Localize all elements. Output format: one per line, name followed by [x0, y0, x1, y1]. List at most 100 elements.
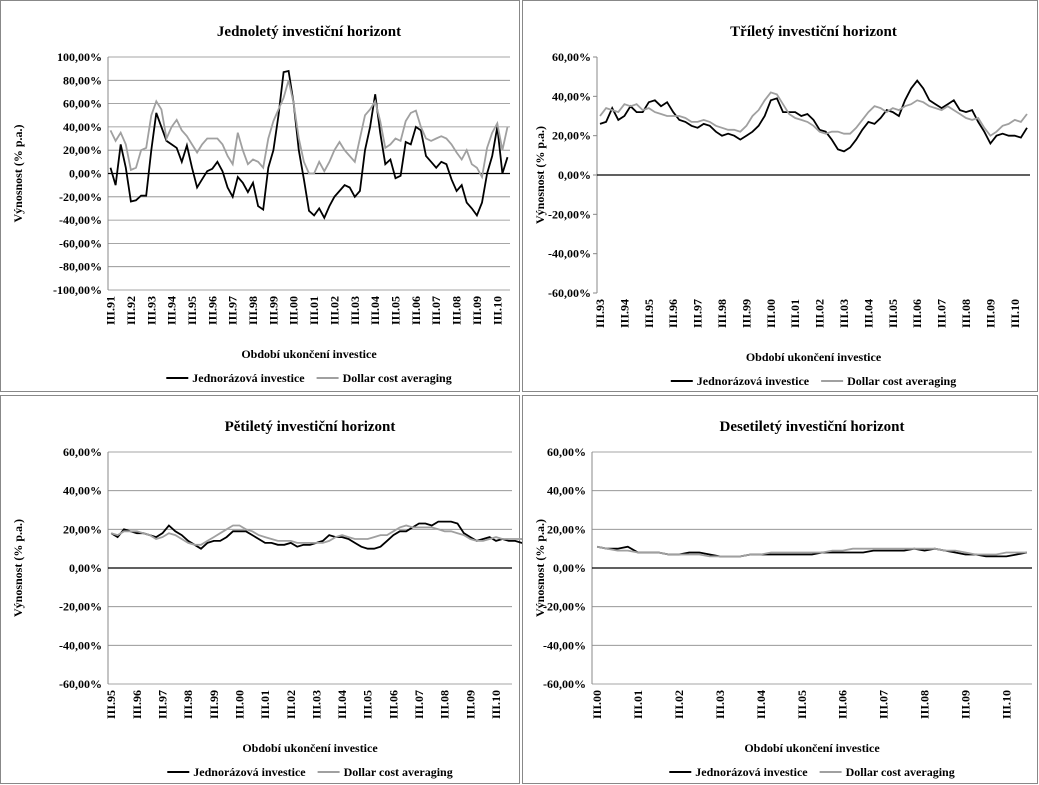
- series-line: [110, 524, 535, 546]
- x-tick-label: III.08: [959, 299, 973, 328]
- x-tick-label: III.96: [666, 299, 680, 328]
- x-axis-title: Období ukončení investice: [744, 741, 880, 755]
- x-tick-label: III.99: [739, 299, 753, 328]
- panel-frame: [0, 0, 520, 392]
- y-tick-label: 100,00%: [57, 50, 102, 64]
- x-tick-label: III.93: [144, 296, 158, 325]
- legend-label: Dollar cost averaging: [847, 374, 956, 388]
- x-tick-label: III.99: [207, 690, 221, 719]
- x-tick-label: III.91: [104, 296, 118, 325]
- x-tick-label: III.02: [813, 299, 827, 328]
- chart-panel: -100,00% -80,00% -60,00% -40,00% -20,00% 0,00…: [0, 0, 520, 392]
- x-tick-label: III.08: [918, 690, 932, 719]
- y-axis-title: Výnosnost (% p.a.): [11, 124, 25, 222]
- y-tick-label: 60,00%: [552, 50, 591, 64]
- y-tick-label: -60,00%: [59, 677, 102, 691]
- x-tick-label: III.05: [361, 690, 375, 719]
- x-tick-label: III.07: [412, 690, 426, 719]
- y-tick-label: 40,00%: [63, 120, 102, 134]
- x-tick-label: III.01: [307, 296, 321, 325]
- y-tick-label: -40,00%: [543, 638, 586, 652]
- x-tick-label: III.03: [837, 299, 851, 328]
- x-tick-label: III.94: [617, 299, 631, 328]
- y-tick-label: 20,00%: [547, 522, 586, 536]
- y-tick-label: -60,00%: [543, 677, 586, 691]
- x-tick-label: III.01: [258, 690, 272, 719]
- y-tick-label: 40,00%: [63, 484, 102, 498]
- y-tick-label: 60,00%: [63, 445, 102, 459]
- legend: Jednorázová investice Dollar cost averagi…: [166, 371, 452, 385]
- chart-title: Pětiletý investiční horizont: [225, 419, 396, 435]
- x-tick-label: III.96: [130, 690, 144, 719]
- x-tick-label: III.04: [335, 690, 349, 719]
- legend: Jednorázová investice Dollar cost averagi…: [669, 765, 955, 779]
- x-tick-label: III.95: [104, 690, 118, 719]
- x-tick-label: III.05: [795, 690, 809, 719]
- x-tick-label: III.06: [836, 690, 850, 719]
- legend-label: Dollar cost averaging: [846, 765, 955, 779]
- x-tick-label: III.02: [327, 296, 341, 325]
- chart-title: Tříletý investiční horizont: [730, 24, 897, 40]
- panel-frame: [522, 0, 1038, 392]
- x-tick-label: III.09: [983, 299, 997, 328]
- y-tick-label: 0,00%: [553, 561, 586, 575]
- x-tick-label: III.93: [593, 299, 607, 328]
- y-tick-label: 60,00%: [63, 97, 102, 111]
- x-axis-title: Období ukončení investice: [241, 347, 377, 361]
- series-line: [109, 80, 509, 180]
- y-tick-label: 60,00%: [547, 445, 586, 459]
- series-line: [599, 91, 1028, 137]
- x-tick-label: III.10: [489, 690, 503, 719]
- y-tick-label: 40,00%: [547, 484, 586, 498]
- x-tick-label: III.94: [165, 296, 179, 325]
- series-line: [596, 545, 1027, 558]
- x-tick-label: III.00: [232, 690, 246, 719]
- x-tick-label: III.06: [409, 296, 423, 325]
- x-tick-label: III.98: [246, 296, 260, 325]
- x-tick-label: III.00: [764, 299, 778, 328]
- y-axis-title: Výnosnost (% p.a.): [11, 519, 25, 617]
- x-tick-label: III.07: [935, 299, 949, 328]
- x-tick-label: III.07: [429, 296, 443, 325]
- x-tick-label: III.95: [185, 296, 199, 325]
- legend-label: Jednorázová investice: [192, 371, 305, 385]
- x-tick-label: III.10: [999, 690, 1013, 719]
- y-tick-label: -40,00%: [59, 638, 102, 652]
- y-tick-label: 40,00%: [552, 89, 591, 103]
- panel-frame: [0, 395, 520, 784]
- x-tick-label: III.04: [861, 299, 875, 328]
- legend-label: Jednorázová investice: [193, 765, 306, 779]
- y-tick-label: 80,00%: [63, 73, 102, 87]
- x-tick-label: III.06: [386, 690, 400, 719]
- x-tick-label: III.03: [309, 690, 323, 719]
- x-tick-label: III.01: [631, 690, 645, 719]
- x-tick-label: III.05: [886, 299, 900, 328]
- chart-panel: -60,00% -40,00% -20,00% 0,00% 20,00% 40,00% 60…: [522, 0, 1038, 392]
- x-tick-label: III.95: [642, 299, 656, 328]
- legend-label: Jednorázová investice: [695, 765, 808, 779]
- y-tick-label: -60,00%: [548, 286, 591, 300]
- x-tick-label: III.92: [124, 296, 138, 325]
- y-tick-label: -20,00%: [548, 207, 591, 221]
- x-axis-title: Období ukončení investice: [746, 350, 882, 364]
- y-tick-label: 0,00%: [558, 168, 591, 182]
- x-tick-label: III.98: [181, 690, 195, 719]
- x-tick-label: III.96: [205, 296, 219, 325]
- y-tick-label: -40,00%: [59, 213, 102, 227]
- y-tick-label: 20,00%: [63, 522, 102, 536]
- x-tick-label: III.97: [226, 296, 240, 325]
- x-tick-label: III.01: [788, 299, 802, 328]
- legend-label: Dollar cost averaging: [343, 371, 452, 385]
- x-tick-label: III.09: [958, 690, 972, 719]
- x-tick-label: III.07: [877, 690, 891, 719]
- y-tick-label: 0,00%: [69, 561, 102, 575]
- legend: Jednorázová investice Dollar cost averagi…: [167, 765, 453, 779]
- x-tick-label: III.00: [287, 296, 301, 325]
- y-tick-label: 20,00%: [63, 143, 102, 157]
- x-tick-label: III.09: [463, 690, 477, 719]
- x-tick-label: III.04: [754, 690, 768, 719]
- y-tick-label: -80,00%: [59, 260, 102, 274]
- x-tick-label: III.99: [266, 296, 280, 325]
- x-tick-label: III.03: [713, 690, 727, 719]
- x-axis-title: Období ukončení investice: [242, 741, 378, 755]
